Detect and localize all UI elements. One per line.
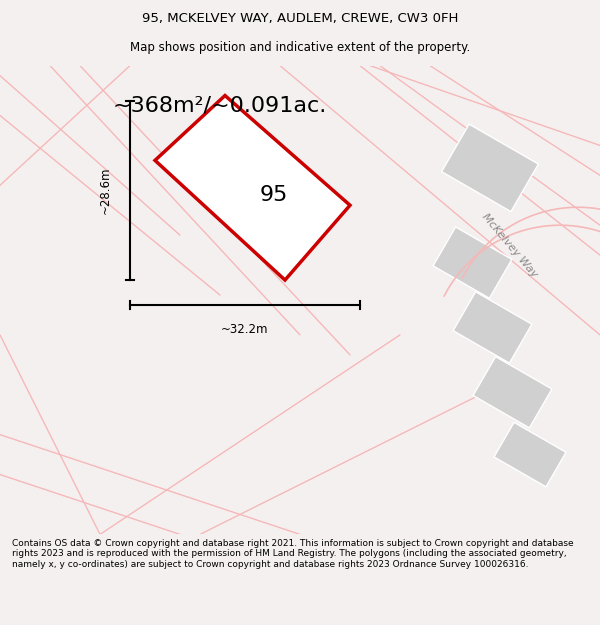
Polygon shape — [494, 422, 566, 487]
Polygon shape — [453, 292, 532, 363]
Text: Map shows position and indicative extent of the property.: Map shows position and indicative extent… — [130, 41, 470, 54]
Text: Contains OS data © Crown copyright and database right 2021. This information is : Contains OS data © Crown copyright and d… — [12, 539, 574, 569]
Text: ~28.6m: ~28.6m — [99, 166, 112, 214]
Polygon shape — [473, 357, 552, 428]
Polygon shape — [155, 96, 350, 280]
Polygon shape — [433, 227, 512, 298]
Text: ~368m²/~0.091ac.: ~368m²/~0.091ac. — [113, 96, 327, 116]
Text: 95, MCKELVEY WAY, AUDLEM, CREWE, CW3 0FH: 95, MCKELVEY WAY, AUDLEM, CREWE, CW3 0FH — [142, 12, 458, 25]
Polygon shape — [442, 124, 538, 211]
Text: McKelvey Way: McKelvey Way — [481, 211, 539, 279]
Text: ~32.2m: ~32.2m — [221, 323, 269, 336]
Text: 95: 95 — [260, 185, 288, 205]
